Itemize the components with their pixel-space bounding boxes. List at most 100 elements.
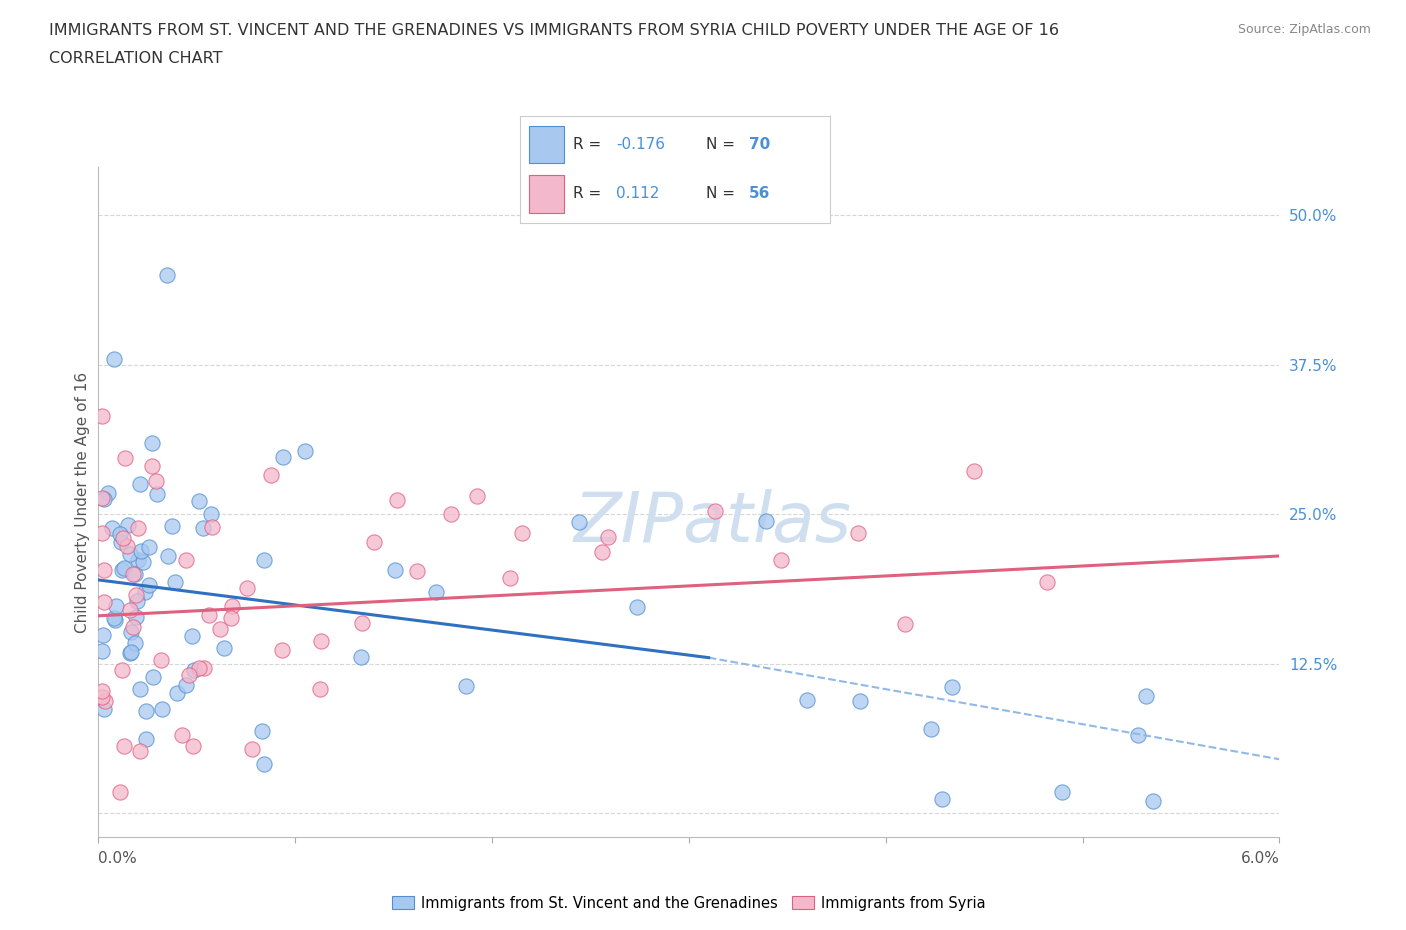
Point [920,722,942,737]
Point [125,610,148,625]
Text: R =: R = [572,137,606,152]
Point [156,549,179,564]
Point [1036,575,1059,590]
Point [591,544,613,559]
Point [271,450,294,465]
Point [120,624,142,639]
Point [156,268,179,283]
Point [250,724,273,738]
Point [115,538,138,553]
Y-axis label: Child Poverty Under the Age of 16: Child Poverty Under the Age of 16 [75,372,90,632]
Point [755,513,778,528]
Point [91,684,114,698]
Point [97,485,120,500]
Point [179,668,201,683]
Point [465,488,488,503]
Point [846,525,869,540]
Text: CORRELATION CHART: CORRELATION CHART [49,51,222,66]
Point [124,566,146,581]
Point [849,694,872,709]
Bar [530,126,564,164]
Point [122,619,145,634]
Text: 0.112: 0.112 [616,186,659,201]
Text: 70: 70 [749,137,770,152]
Point [308,682,330,697]
Point [568,514,591,529]
Point [112,561,135,576]
Point [117,518,139,533]
Point [260,468,283,483]
Point [91,628,114,643]
Point [91,408,114,423]
Text: ZIPatlas: ZIPatlas [574,489,852,556]
Point [188,494,211,509]
Point [104,613,127,628]
Point [181,738,204,753]
Point [170,727,193,742]
Point [128,477,150,492]
Point [114,451,136,466]
Point [142,670,165,684]
Point [425,584,447,599]
Point [253,757,276,772]
Point [1050,785,1073,800]
Point [91,690,114,705]
Point [103,352,125,366]
Point [112,738,135,753]
Text: -0.176: -0.176 [616,137,665,152]
Point [110,535,132,550]
Point [101,521,124,536]
Point [236,580,259,595]
Point [941,680,963,695]
Text: R =: R = [572,186,606,201]
Text: 6.0%: 6.0% [1240,851,1279,866]
Point [111,662,134,677]
Bar [530,175,564,213]
Point [111,563,134,578]
Point [703,503,725,518]
Text: N =: N = [706,186,740,201]
Point [93,491,115,506]
Point [91,525,114,540]
Text: Source: ZipAtlas.com: Source: ZipAtlas.com [1237,23,1371,36]
Point [150,653,173,668]
Point [134,585,156,600]
Point [191,521,214,536]
Point [141,436,163,451]
Point [406,564,429,578]
Point [193,661,215,676]
Point [387,493,409,508]
Point [894,616,917,631]
Point [93,594,115,609]
Point [129,543,152,558]
Point [963,463,986,478]
Point [200,506,222,521]
Legend: Immigrants from St. Vincent and the Grenadines, Immigrants from Syria: Immigrants from St. Vincent and the Gren… [387,890,991,917]
Point [120,546,142,561]
Point [124,635,146,650]
Point [796,693,818,708]
Point [103,610,125,625]
Point [108,526,131,541]
Point [510,525,533,540]
Point [138,539,160,554]
Point [176,553,198,568]
Point [127,552,149,567]
Point [1135,688,1157,703]
Text: 0.0%: 0.0% [98,851,138,866]
Point [188,661,211,676]
Point [93,562,115,577]
Point [242,741,264,756]
Point [160,518,183,533]
Point [145,473,167,488]
Point [166,685,188,700]
Point [1126,728,1149,743]
Point [118,645,141,660]
Point [440,507,463,522]
Text: N =: N = [706,137,740,152]
Point [163,575,186,590]
Point [120,644,142,659]
Point [91,490,114,505]
Point [197,607,219,622]
Point [931,791,953,806]
